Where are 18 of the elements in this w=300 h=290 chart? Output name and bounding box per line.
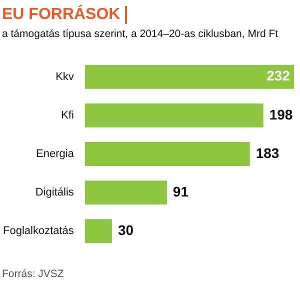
data-label: 198: [269, 106, 293, 122]
bar: [84, 64, 294, 89]
bar: [84, 142, 250, 166]
y-tick-label: Kkv: [56, 70, 74, 83]
data-label: 30: [118, 222, 134, 238]
data-label: 183: [256, 144, 280, 161]
data-label: 91: [172, 183, 189, 200]
y-tick-label: Energia: [36, 148, 75, 160]
text: Forrás: JVSZ: [2, 268, 64, 280]
y-tick-label: Foglalkoztatás: [2, 225, 74, 238]
y-tick-label: Digitális: [35, 186, 74, 199]
chart-title: EU FORRÁSOK: [2, 6, 120, 24]
bar: [84, 103, 264, 128]
data-label: 232: [266, 68, 290, 84]
bar: [84, 219, 112, 244]
bar: [84, 180, 167, 205]
y-tick-label: Kfi: [61, 109, 74, 122]
chart-subtitle: a támogatás típusa szerint, a 2014–20-as ciklusban, Mrd Ft: [2, 28, 278, 40]
